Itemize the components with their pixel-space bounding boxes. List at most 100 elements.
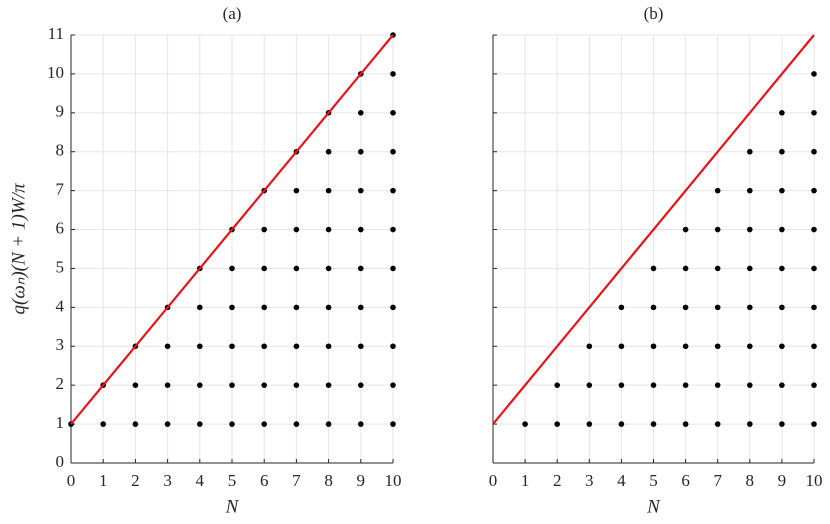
point [293, 265, 300, 272]
point [390, 71, 396, 77]
point [261, 343, 268, 350]
chart-title: (b) [644, 4, 664, 23]
x-tick-label: 6 [681, 471, 690, 490]
point [358, 421, 364, 427]
x-tick-label: 4 [617, 471, 626, 490]
point [293, 226, 300, 233]
x-tick-label: 3 [585, 471, 594, 490]
y-tick-label: 8 [56, 141, 65, 160]
line [492, 34, 815, 425]
point [779, 148, 785, 155]
point [358, 226, 364, 233]
point [714, 421, 721, 427]
point [682, 265, 689, 272]
point [261, 304, 268, 311]
point [811, 343, 817, 350]
point [811, 304, 817, 311]
point [714, 265, 721, 272]
x-tick-label: 9 [357, 471, 366, 490]
point [293, 382, 300, 388]
point [229, 304, 235, 311]
point [554, 382, 560, 388]
point [779, 110, 785, 116]
point [714, 187, 721, 194]
point [682, 382, 689, 388]
x-tick-label: 7 [713, 471, 722, 490]
x-tick-label: 2 [131, 471, 140, 490]
x-tick-label: 7 [292, 471, 301, 490]
point [811, 110, 817, 116]
point [358, 382, 364, 388]
point [390, 110, 396, 116]
point [197, 421, 203, 427]
point [779, 304, 785, 311]
point [358, 187, 364, 194]
point [650, 421, 657, 427]
point [811, 421, 817, 427]
point [293, 421, 300, 427]
point [325, 343, 332, 350]
point [325, 265, 332, 272]
point [164, 421, 171, 427]
x-tick-label: 5 [228, 471, 237, 490]
point [293, 343, 300, 350]
y-tick-label: 7 [56, 180, 65, 199]
point [811, 382, 817, 388]
point [650, 343, 657, 350]
x-axis-label: N [225, 496, 240, 517]
point [229, 343, 235, 350]
point [811, 71, 817, 77]
point [229, 421, 235, 427]
point [747, 265, 753, 272]
chart-title: (a) [223, 4, 242, 23]
point [358, 265, 364, 272]
point [779, 421, 785, 427]
y-tick-label: 11 [48, 24, 64, 43]
point [747, 343, 753, 350]
y-tick-label: 2 [56, 374, 65, 393]
point [100, 421, 106, 427]
point [779, 382, 785, 388]
point [261, 265, 268, 272]
point [714, 226, 721, 233]
point [358, 148, 364, 155]
point [811, 265, 817, 272]
x-tick-label: 10 [806, 471, 823, 490]
point [325, 382, 332, 388]
point [261, 226, 268, 233]
point [811, 187, 817, 194]
x-tick-label: 5 [649, 471, 658, 490]
point [747, 382, 753, 388]
y-tick-label: 9 [56, 102, 65, 121]
point [325, 226, 332, 233]
point [586, 382, 593, 388]
point [618, 382, 625, 388]
x-tick-label: 9 [778, 471, 787, 490]
y-tick-label: 6 [56, 218, 65, 237]
point [714, 343, 721, 350]
point [325, 421, 332, 427]
point [390, 187, 396, 194]
y-tick-label: 10 [47, 63, 64, 82]
point [747, 226, 753, 233]
point [779, 187, 785, 194]
y-axis-label: q(ωₙ)(N + 1)W/π [8, 183, 29, 314]
point [682, 226, 689, 233]
point [229, 382, 235, 388]
point [390, 148, 396, 155]
point [779, 343, 785, 350]
point [650, 382, 657, 388]
point [779, 226, 785, 233]
point [747, 421, 753, 427]
point [164, 343, 171, 350]
point [325, 304, 332, 311]
point [747, 304, 753, 311]
y-tick-label: 3 [56, 335, 65, 354]
point [618, 343, 625, 350]
point [390, 382, 396, 388]
point [390, 343, 396, 350]
point [293, 304, 300, 311]
x-tick-label: 3 [163, 471, 172, 490]
